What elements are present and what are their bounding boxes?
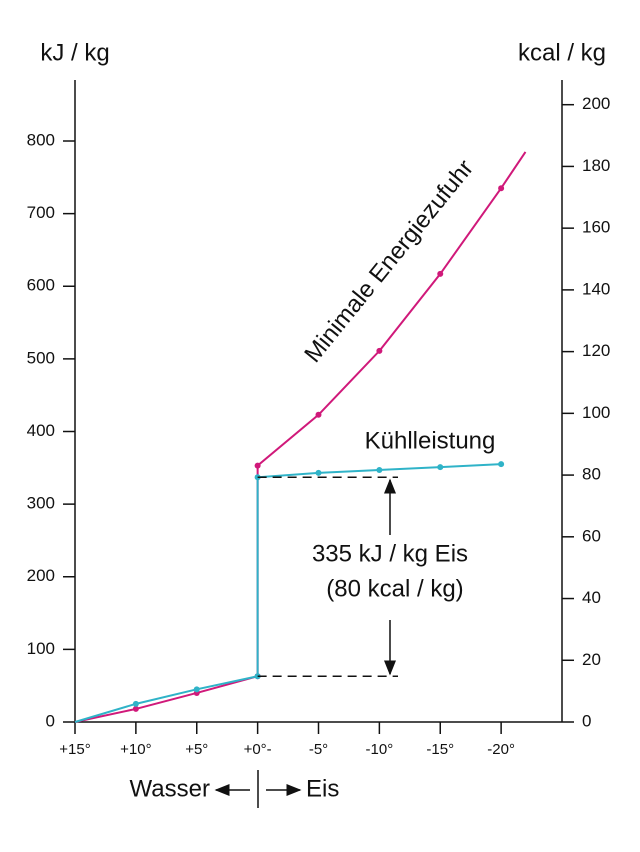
series-label: Kühlleistung	[365, 427, 496, 454]
y2-tick-label: 140	[582, 279, 610, 298]
y-tick-label: 500	[27, 348, 55, 367]
annotation: 335 kJ / kg Eis	[312, 540, 468, 567]
point	[254, 462, 261, 469]
x-tick-label: -10°	[366, 741, 394, 758]
x-tick-label: +10°	[120, 741, 151, 758]
y2-tick-label: 100	[582, 403, 610, 422]
y2-axis-label: kcal / kg	[518, 39, 606, 66]
y-tick-label: 0	[46, 711, 55, 730]
point	[315, 469, 322, 476]
x-tick-label: +15°	[59, 741, 90, 758]
x-tick-label: -15°	[426, 741, 454, 758]
point	[376, 347, 383, 354]
series-label: Minimale Energiezufuhr	[299, 155, 479, 368]
y-tick-label: 800	[27, 130, 55, 149]
x-tick-label: +0°-	[244, 741, 272, 758]
y2-tick-label: 20	[582, 650, 601, 669]
point	[315, 411, 322, 418]
y-tick-label: 600	[27, 276, 55, 295]
point	[437, 464, 444, 471]
point	[437, 270, 444, 277]
y2-tick-label: 160	[582, 218, 610, 237]
x-tick-label: -20°	[487, 741, 515, 758]
point	[132, 700, 139, 707]
y-tick-label: 700	[27, 203, 55, 222]
y2-tick-label: 80	[582, 465, 601, 484]
point	[132, 705, 139, 712]
point	[193, 686, 200, 693]
y-axis-label: kJ / kg	[40, 39, 109, 66]
point	[376, 466, 383, 473]
y2-tick-label: 180	[582, 156, 610, 175]
y-tick-label: 200	[27, 566, 55, 585]
y2-tick-label: 0	[582, 711, 591, 730]
annotation: Wasser	[130, 775, 210, 802]
y2-tick-label: 60	[582, 526, 601, 545]
y2-tick-label: 200	[582, 94, 610, 113]
x-tick-label: +5°	[185, 741, 208, 758]
y-tick-label: 100	[27, 639, 55, 658]
y-tick-label: 300	[27, 494, 55, 513]
annotation: (80 kcal / kg)	[326, 575, 463, 602]
annotation: Eis	[306, 775, 339, 802]
x-tick-label: -5°	[309, 741, 328, 758]
y-tick-label: 400	[27, 421, 55, 440]
point	[498, 461, 505, 468]
y2-tick-label: 120	[582, 341, 610, 360]
point	[498, 185, 505, 192]
series-line	[74, 151, 527, 723]
y2-tick-label: 40	[582, 588, 601, 607]
